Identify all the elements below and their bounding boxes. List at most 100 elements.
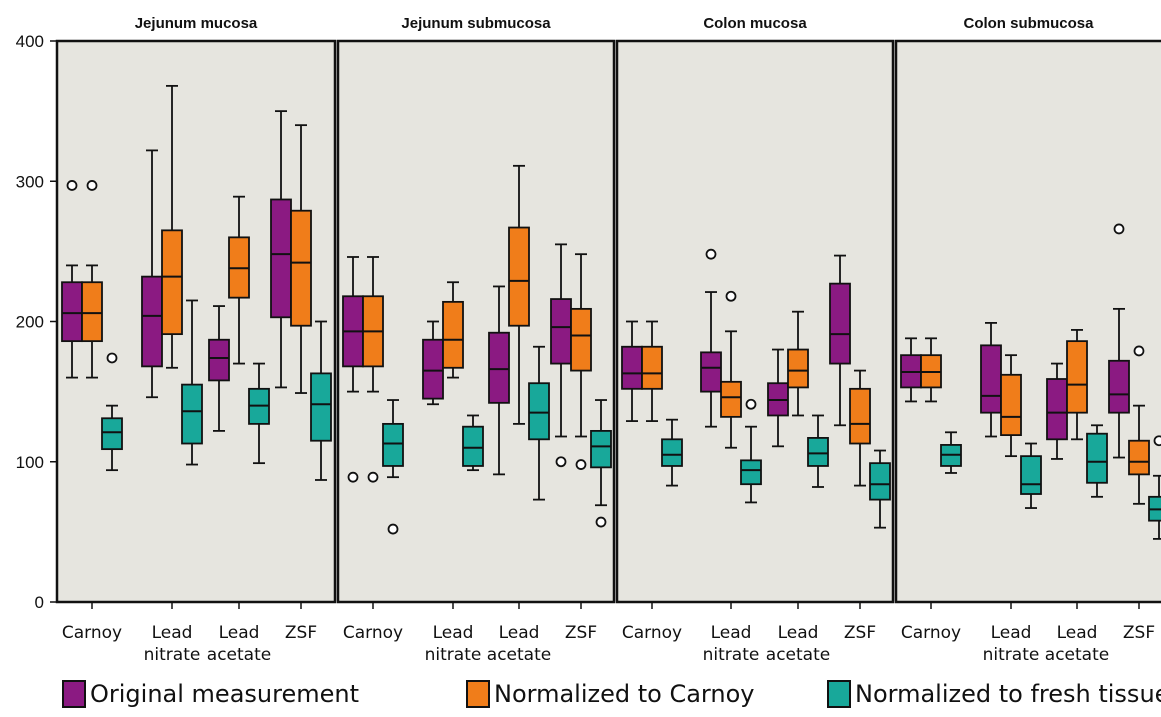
panel-frame: [55, 39, 337, 604]
x-tick-label: Lead: [778, 623, 819, 643]
y-tick-label: 400: [16, 32, 44, 51]
box-2-1-3: [382, 399, 404, 535]
box-body: [849, 387, 871, 445]
panel-title: Jejunum mucosa: [135, 15, 258, 32]
box-body: [101, 417, 123, 451]
box-body: [1020, 455, 1042, 495]
legend-label-fresh: Normalized to fresh tissue: [855, 680, 1161, 708]
box-4-4-1: [1108, 223, 1130, 459]
box-body: [621, 345, 643, 390]
outlier-point: [1133, 345, 1145, 357]
box-body: [980, 344, 1002, 414]
x-tick-label: nitrate: [703, 645, 760, 665]
box-body: [528, 382, 550, 441]
box-4-1-1: [900, 337, 922, 403]
box-body: [570, 307, 592, 372]
box-body: [382, 422, 404, 467]
box-body: [181, 383, 203, 445]
box-3-2-3: [740, 398, 762, 504]
x-tick-label: Lead: [152, 623, 193, 643]
x-tick-label: acetate: [487, 645, 551, 665]
box-body: [550, 298, 572, 365]
box-body: [869, 462, 891, 501]
box-3-4-3: [869, 449, 891, 529]
box-3-4-2: [849, 369, 871, 487]
box-3-3-2: [787, 310, 809, 417]
panel-title: Colon submucosa: [963, 15, 1094, 32]
box-body: [661, 438, 683, 467]
box-body: [208, 338, 230, 382]
x-tick-label: Lead: [991, 623, 1032, 643]
y-tick-label: 0: [35, 593, 44, 612]
outlier-point: [575, 459, 587, 470]
legend-label-carnoy: Normalized to Carnoy: [494, 680, 755, 708]
x-tick-label: Carnoy: [901, 623, 961, 643]
x-tick-label: ZSF: [565, 623, 597, 643]
outlier-point: [1113, 223, 1125, 235]
outlier-point: [745, 398, 757, 410]
box-1-3-1: [208, 305, 230, 432]
panel-title: Jejunum submucosa: [401, 15, 551, 32]
box-3-1-1: [621, 320, 643, 422]
legend-item-original: Original measurement: [62, 680, 359, 708]
box-body: [81, 281, 103, 343]
x-tick-label: Carnoy: [622, 623, 682, 643]
x-tick-label: Lead: [1057, 623, 1098, 643]
box-4-1-2: [920, 337, 942, 403]
box-body: [508, 226, 530, 327]
outlier-point: [66, 180, 78, 191]
y-tick-label: 200: [16, 313, 44, 332]
x-tick-label: nitrate: [425, 645, 482, 665]
box-body: [141, 275, 163, 368]
x-tick-label: acetate: [766, 645, 830, 665]
box-body: [161, 229, 183, 336]
x-tick-label: ZSF: [844, 623, 876, 643]
box-4-3-3: [1086, 424, 1108, 498]
outlier-point: [595, 516, 607, 528]
box-body: [641, 345, 663, 390]
legend-swatch-fresh: [827, 680, 851, 708]
box-1-3-3: [248, 362, 270, 465]
box-1-2-3: [181, 299, 203, 466]
box-body: [700, 351, 722, 393]
box-1-2-2: [161, 84, 183, 369]
box-3-3-3: [807, 414, 829, 488]
box-body: [61, 281, 83, 343]
y-axis: 0 100 200 300 400: [16, 32, 58, 612]
box-3-2-1: [700, 248, 722, 428]
box-3-1-2: [641, 320, 663, 422]
legend-swatch-original: [62, 680, 86, 708]
box-4-2-3: [1020, 442, 1042, 509]
box-2-1-2: [362, 256, 384, 483]
box-3-3-1: [767, 348, 789, 448]
box-body: [462, 425, 484, 467]
x-tick-label: nitrate: [983, 645, 1040, 665]
box-4-3-2: [1066, 329, 1088, 441]
box-body: [422, 338, 444, 400]
y-tick-label: 100: [16, 453, 44, 472]
x-tick-label: ZSF: [285, 623, 317, 643]
legend: Original measurement Normalized to Carno…: [0, 676, 1161, 716]
box-3-4-1: [829, 254, 851, 427]
box-body: [442, 300, 464, 369]
outlier-point: [106, 352, 118, 364]
legend-item-fresh: Normalized to fresh tissue: [827, 680, 1161, 708]
legend-swatch-carnoy: [466, 680, 490, 708]
box-body: [310, 372, 332, 442]
box-2-4-2: [570, 253, 592, 470]
box-body: [270, 198, 292, 319]
box-body: [1046, 378, 1068, 441]
outlier-point: [725, 290, 737, 302]
box-2-3-1: [488, 285, 510, 476]
x-tick-label: acetate: [207, 645, 271, 665]
box-1-1-3: [101, 352, 123, 472]
x-tick-label: nitrate: [144, 645, 201, 665]
x-tick-label: Carnoy: [62, 623, 122, 643]
box-4-2-2: [1000, 354, 1022, 458]
box-body: [1000, 373, 1022, 437]
box-1-4-3: [310, 320, 332, 481]
